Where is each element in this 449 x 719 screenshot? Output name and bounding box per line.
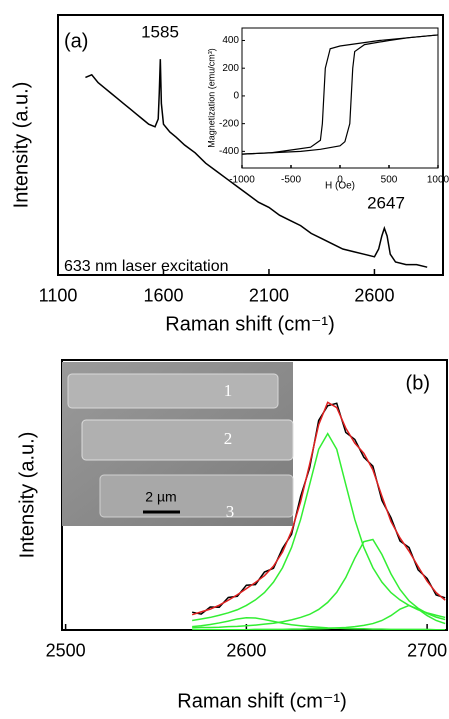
y-tick-label: 200 xyxy=(222,63,239,74)
y-axis-label: Intensity (a.u.) xyxy=(16,432,38,559)
annotation: 2 µm xyxy=(145,489,176,505)
x-tick-label: -500 xyxy=(281,175,301,186)
series-line xyxy=(192,539,445,627)
y-axis-label: Intensity (a.u.) xyxy=(10,82,32,209)
x-tick-label: 1100 xyxy=(39,285,78,305)
y-tick-label: 0 xyxy=(233,91,239,102)
sem-label: 2 xyxy=(224,429,233,448)
x-tick-label: 2100 xyxy=(249,285,289,305)
annotation: 633 nm laser excitation xyxy=(64,258,229,275)
x-tick-label: -1000 xyxy=(229,175,255,186)
annotation: (a) xyxy=(64,30,88,52)
y-tick-label: 400 xyxy=(222,35,239,46)
x-tick-label: 1000 xyxy=(427,175,449,186)
electrode xyxy=(68,374,278,408)
x-tick-label: 2600 xyxy=(354,285,394,305)
annotation: 2647 xyxy=(367,193,405,212)
y-axis-label: Magnetization (emu/cm³) xyxy=(206,48,216,148)
x-tick-label: 2600 xyxy=(226,640,266,660)
annotation: 1585 xyxy=(141,22,179,41)
x-tick-label: 500 xyxy=(381,175,398,186)
x-tick-label: 1600 xyxy=(143,285,183,305)
x-tick-label: 2700 xyxy=(407,640,447,660)
y-tick-label: -400 xyxy=(219,146,239,157)
figure: 1100 1600 2100 2600 Raman shift (cm⁻¹) Intens… xyxy=(0,0,449,719)
electrode xyxy=(100,475,293,517)
x-axis-label: Raman shift (cm⁻¹) xyxy=(177,690,346,712)
plot-frame xyxy=(242,28,438,168)
sem-label: 1 xyxy=(224,381,233,400)
sem-label: 3 xyxy=(226,502,235,521)
sem-inset xyxy=(62,362,293,526)
series-line xyxy=(192,618,445,630)
electrode xyxy=(82,420,293,460)
y-tick-label: -200 xyxy=(219,118,239,129)
x-axis-label: Raman shift (cm⁻¹) xyxy=(165,313,334,335)
x-axis-label: H (Oe) xyxy=(325,181,355,192)
x-tick-label: 2500 xyxy=(46,640,86,660)
annotation: (b) xyxy=(406,372,430,394)
